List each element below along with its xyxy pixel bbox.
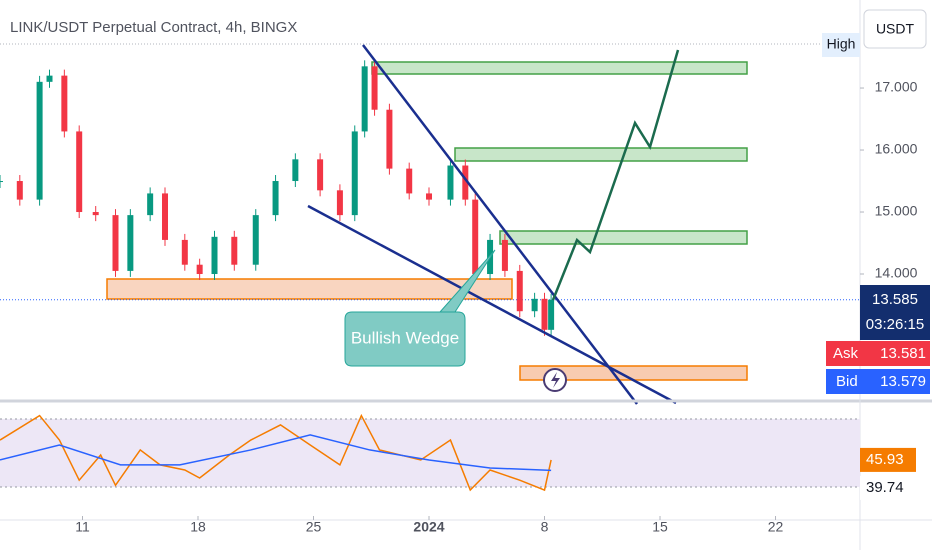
callout-text: Bullish Wedge [351, 328, 459, 347]
currency-button[interactable] [863, 9, 927, 49]
candle [472, 199, 479, 275]
ask-bg [826, 341, 930, 366]
ask-price: 13.581 [880, 345, 926, 362]
candle [541, 298, 548, 330]
resistance-zone [454, 147, 748, 162]
rsi-value-bg [860, 475, 916, 500]
bid-label: Bid [836, 373, 858, 390]
candle [92, 212, 99, 216]
overlay: Bullish Wedge [307, 44, 680, 405]
candle [426, 193, 433, 200]
candle [317, 159, 324, 191]
bid-price: 13.579 [880, 373, 926, 390]
x-tick-label: 15 [652, 519, 668, 535]
candle [386, 109, 393, 169]
rsi-value: 39.74 [866, 479, 904, 496]
candle [211, 236, 218, 275]
resistance-zone [371, 61, 748, 75]
candle [0, 181, 3, 183]
candle [531, 298, 538, 312]
rsi-line [0, 413, 552, 492]
y-tick-label: 17.000 [875, 79, 918, 95]
candle [16, 181, 23, 200]
candle [252, 215, 259, 265]
projection-path [551, 49, 680, 301]
candle [162, 193, 169, 240]
wedge-line [307, 204, 677, 405]
x-tick-label: 8 [541, 519, 549, 535]
currency: USDT [876, 21, 915, 37]
candle [181, 239, 188, 265]
candle [36, 81, 43, 200]
last-price: 13.585 [872, 291, 918, 308]
wedge-line [362, 44, 638, 405]
candle [112, 215, 119, 271]
candle [147, 193, 154, 216]
x-tick-label: 22 [768, 519, 784, 535]
countdown: 03:26:15 [866, 316, 924, 333]
event-icon-bolt [551, 372, 560, 388]
rsi-value: 45.93 [866, 451, 904, 468]
candle [272, 181, 279, 216]
candles [0, 60, 860, 336]
candle [371, 66, 378, 110]
chart-title: LINK/USDT Perpetual Contract, 4h, BINGX [10, 19, 297, 36]
candle [351, 131, 358, 216]
candle [361, 66, 368, 132]
last-price-bg [860, 285, 930, 340]
candle [127, 215, 134, 271]
x-tick-label: 18 [190, 519, 206, 535]
x-tick-label: 25 [306, 519, 322, 535]
high-label: High [827, 36, 856, 52]
y-tick-label: 14.000 [875, 265, 918, 281]
high-label-bg [822, 33, 860, 57]
x-tick-label: 11 [75, 519, 90, 535]
candle [61, 75, 68, 132]
candle [548, 299, 555, 330]
callout [344, 249, 496, 367]
x-tick-label: 2024 [413, 519, 444, 535]
candle [76, 131, 83, 213]
candle [292, 159, 299, 182]
support-zone [106, 278, 513, 300]
candle [46, 75, 53, 82]
candle [406, 168, 413, 194]
y-tick-label: 15.000 [875, 203, 918, 219]
ask-label: Ask [833, 345, 859, 362]
candle [516, 270, 523, 312]
candle [196, 264, 203, 275]
candle [501, 239, 508, 271]
rsi-line [0, 434, 552, 472]
candle [231, 236, 238, 265]
candle [447, 165, 454, 200]
rsi-value-bg [860, 447, 916, 472]
resistance-zone [499, 230, 748, 245]
candle [462, 165, 469, 200]
bid-bg [826, 369, 930, 394]
y-tick-label: 16.000 [875, 141, 918, 157]
candle [336, 190, 343, 216]
